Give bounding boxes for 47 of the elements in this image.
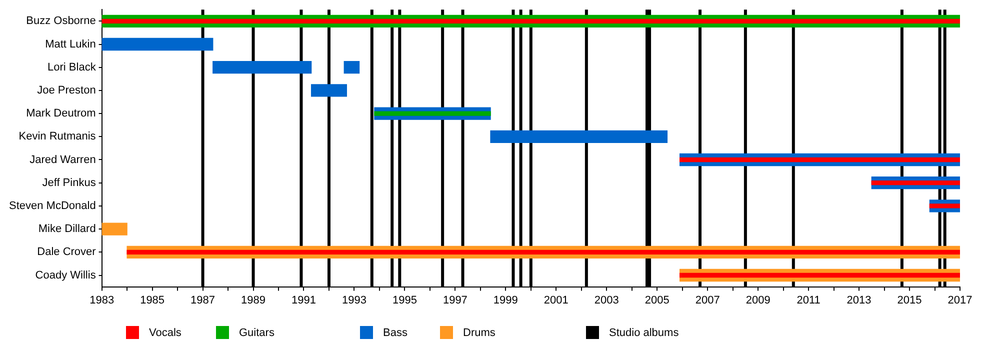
bar xyxy=(102,18,960,24)
x-tick-label: 2007 xyxy=(695,294,720,306)
x-tick-label: 1993 xyxy=(342,294,366,306)
x-tick-label: 2001 xyxy=(544,294,568,306)
x-tick-label: 1987 xyxy=(190,294,216,306)
x-tick-label: 1997 xyxy=(442,294,468,306)
y-tick-label: Lori Black xyxy=(48,61,96,74)
x-tick-label: 2005 xyxy=(644,294,670,306)
y-tick-label: Dale Crover xyxy=(37,246,96,258)
bar xyxy=(680,272,960,278)
bar xyxy=(680,157,960,162)
bar xyxy=(344,61,360,74)
x-tick-label: 1985 xyxy=(140,294,165,306)
x-tick-label: 1995 xyxy=(392,294,417,306)
y-tick-label: Buzz Osborne xyxy=(26,15,96,28)
legend-label: Bass xyxy=(383,326,408,338)
x-tick-label: 2003 xyxy=(594,294,619,306)
y-tick-label: Matt Lukin xyxy=(45,38,96,50)
y-tick-label: Jeff Pinkus xyxy=(42,176,96,189)
legend-label: Guitars xyxy=(239,326,274,338)
x-tick-label: 2017 xyxy=(948,294,972,306)
bar xyxy=(871,180,960,186)
bar xyxy=(102,38,214,51)
y-tick-label: Mike Dillard xyxy=(38,223,96,236)
bar xyxy=(490,130,668,143)
bar xyxy=(310,84,347,97)
bar xyxy=(929,204,960,208)
x-tick-label: 1999 xyxy=(493,294,518,306)
x-tick-label: 1983 xyxy=(90,294,114,306)
y-tick-label: Joe Preston xyxy=(37,84,96,96)
bar xyxy=(212,61,312,74)
y-tick-label: Coady Willis xyxy=(35,269,96,282)
x-tick-label: 2013 xyxy=(846,294,872,306)
text: Studio albums xyxy=(609,326,679,338)
bar xyxy=(126,250,960,254)
bar xyxy=(102,222,128,236)
x-tick-label: 2009 xyxy=(746,294,770,306)
x-tick-label: 1989 xyxy=(241,294,266,306)
x-tick-label: 1991 xyxy=(292,294,316,306)
y-tick-label: Mark Deutrom xyxy=(26,108,96,120)
y-tick-label: Jared Warren xyxy=(30,154,96,166)
x-tick-label: 2011 xyxy=(796,294,820,306)
legend-label: Vocals xyxy=(149,326,182,338)
x-tick-label: 2015 xyxy=(897,294,922,306)
legend-label: Drums xyxy=(463,326,496,338)
y-tick-label: Steven McDonald xyxy=(8,200,96,212)
y-tick-label: Kevin Rutmanis xyxy=(18,130,96,143)
